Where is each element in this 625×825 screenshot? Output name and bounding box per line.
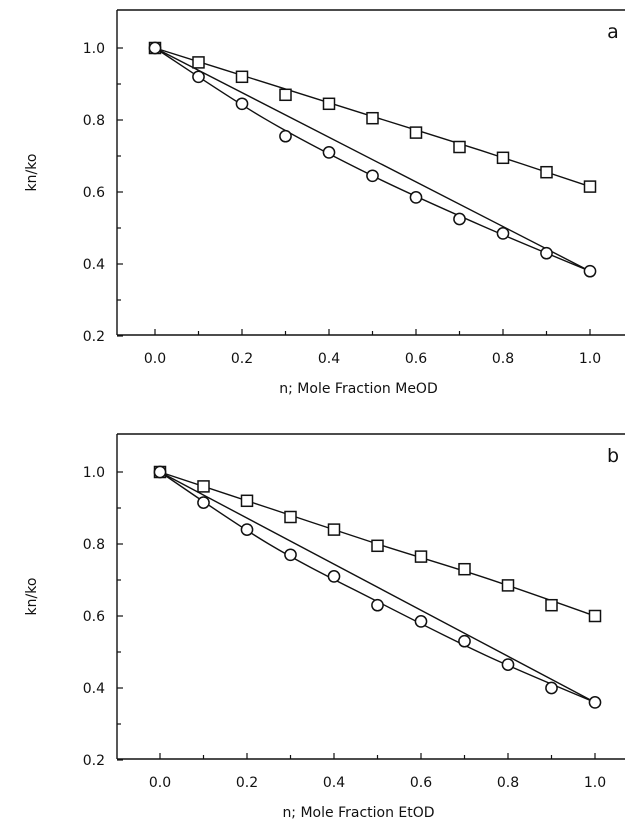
- circle-marker: [284, 548, 297, 562]
- y-tick-label: 1.0: [83, 41, 105, 57]
- circle-marker: [371, 598, 384, 612]
- x-axis-label: n; Mole Fraction EtOD: [282, 805, 434, 821]
- circle-marker: [414, 615, 428, 628]
- square-marker: [235, 70, 249, 84]
- circle-marker: [458, 634, 471, 648]
- square-marker: [279, 88, 292, 102]
- circle-marker: [240, 523, 254, 536]
- circle-marker: [545, 681, 558, 695]
- y-tick-label: 0.6: [83, 609, 105, 625]
- circle-marker: [153, 465, 167, 479]
- y-tick-label: 0.6: [83, 185, 105, 201]
- square-marker: [540, 165, 553, 179]
- x-tick-label: 0.0: [149, 775, 171, 791]
- y-tick-label: 1.0: [83, 465, 105, 481]
- square-marker: [240, 494, 254, 508]
- linear-reference-line: [154, 47, 591, 272]
- panel-label: a: [607, 21, 619, 43]
- circle-marker: [322, 146, 336, 159]
- x-tick-label: 0.6: [410, 775, 432, 791]
- y-tick-label: 0.2: [83, 753, 105, 769]
- circle-marker: [235, 97, 249, 111]
- chart-panel-a: 0.2 0.4 0.6 0.8 1.0 0.0 0.2 0.4 0.6 0.8 1.0 n; Mole…: [24, 9, 625, 397]
- square-marker: [322, 97, 336, 111]
- circle-marker: [453, 212, 466, 226]
- square-marker: [458, 562, 471, 576]
- circle-marker: [327, 570, 341, 583]
- y-axis-label: kn/ko: [24, 578, 40, 616]
- y-tick-label: 0.4: [83, 681, 105, 697]
- y-tick-label: 0.8: [83, 537, 105, 553]
- circle-marker: [279, 129, 292, 143]
- circle-marker: [148, 41, 162, 55]
- chart-panel-b: 0.2 0.4 0.6 0.8 1.0 0.0 0.2 0.4 0.6 0.8 1.0 n; Mole…: [24, 433, 625, 821]
- circle-marker: [588, 696, 602, 709]
- square-marker: [284, 510, 297, 524]
- x-tick-label: 1.0: [579, 351, 601, 367]
- x-tick-label: 0.8: [497, 775, 519, 791]
- circle-marker: [409, 191, 423, 204]
- x-tick-label: 0.8: [492, 351, 514, 367]
- y-tick-label: 0.4: [83, 257, 105, 273]
- circle-marker: [540, 246, 553, 260]
- linear-reference-line: [159, 471, 596, 704]
- square-marker: [371, 539, 384, 553]
- square-marker: [583, 180, 597, 193]
- y-axis-label: kn/ko: [24, 154, 40, 192]
- square-marker: [366, 111, 379, 125]
- x-tick-label: 0.2: [231, 351, 253, 367]
- square-marker: [414, 550, 428, 563]
- x-tick-label: 0.0: [144, 351, 166, 367]
- square-marker: [588, 609, 602, 623]
- circle-marker: [197, 496, 210, 509]
- panel-label: b: [607, 445, 619, 467]
- square-marker: [197, 480, 210, 493]
- x-tick-label: 0.2: [236, 775, 258, 791]
- square-marker: [192, 56, 205, 69]
- square-marker: [453, 140, 466, 154]
- x-tick-label: 0.4: [323, 775, 345, 791]
- x-tick-label: 1.0: [584, 775, 606, 791]
- y-tick-label: 0.2: [83, 329, 105, 345]
- x-axis-label: n; Mole Fraction MeOD: [279, 381, 437, 397]
- x-tick-label: 0.4: [318, 351, 340, 367]
- square-marker: [496, 151, 510, 165]
- square-marker: [501, 579, 515, 592]
- circle-marker: [496, 227, 510, 240]
- x-tick-label: 0.6: [405, 351, 427, 367]
- circle-marker: [192, 70, 205, 84]
- circle-marker: [501, 658, 515, 671]
- circle-marker: [366, 169, 379, 183]
- square-marker: [545, 598, 558, 612]
- y-tick-label: 0.8: [83, 113, 105, 129]
- circle-marker: [583, 264, 597, 278]
- square-marker: [327, 523, 341, 536]
- square-marker: [409, 126, 423, 139]
